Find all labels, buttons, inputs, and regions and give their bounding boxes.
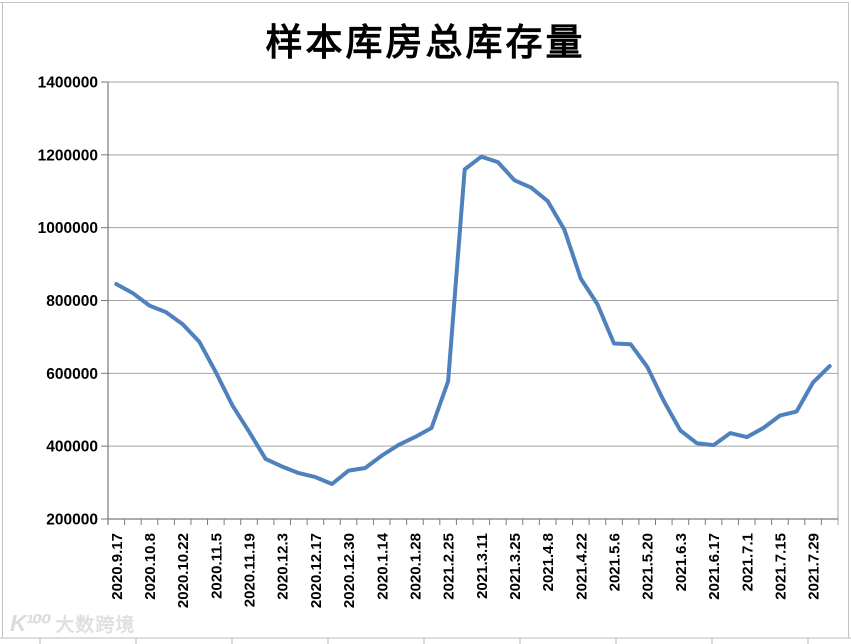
x-axis-label: 2020.12.30 xyxy=(341,533,358,608)
watermark-logo-icon: K¹⁰⁰ xyxy=(10,609,51,636)
y-axis-label: 1000000 xyxy=(38,220,98,237)
x-axis-label: 2020.1.14 xyxy=(374,532,391,599)
x-axis-label: 2021.3.11 xyxy=(474,533,491,599)
x-axis-label: 2021.6.17 xyxy=(706,533,723,600)
chart-border-top xyxy=(0,2,849,3)
x-axis-label: 2020.12.17 xyxy=(308,533,325,608)
x-axis-label: 2020.11.5 xyxy=(208,533,225,599)
chart-border-left xyxy=(2,2,3,638)
y-axis-label: 600000 xyxy=(46,366,98,383)
y-axis-label: 1200000 xyxy=(38,147,98,164)
y-axis-label: 1400000 xyxy=(38,75,98,92)
x-axis-label: 2020.10.8 xyxy=(142,533,159,600)
x-axis-label: 2020.10.22 xyxy=(175,533,192,608)
x-axis-label: 2021.5.6 xyxy=(607,533,624,591)
x-axis-label: 2021.2.25 xyxy=(441,533,458,600)
y-axis-label: 200000 xyxy=(46,512,98,529)
y-axis-label: 800000 xyxy=(46,293,98,310)
x-axis-label: 2021.3.25 xyxy=(507,533,524,600)
x-axis-label: 2020.11.19 xyxy=(242,533,259,607)
watermark-text: 大数跨境 xyxy=(55,614,136,636)
x-axis-label: 2020.12.3 xyxy=(275,533,292,600)
inventory-line xyxy=(114,154,832,486)
x-axis-label: 2021.4.8 xyxy=(540,533,557,591)
x-axis-label: 2020.9.17 xyxy=(109,533,126,600)
x-axis-label: 2020.1.28 xyxy=(407,533,424,600)
x-axis-label: 2021.6.3 xyxy=(673,533,690,591)
x-axis-label: 2021.7.1 xyxy=(739,533,756,591)
chart-title: 样本库房总库存量 xyxy=(265,23,586,64)
y-axis-label: 400000 xyxy=(46,439,98,456)
watermark: K¹⁰⁰ 大数跨境 xyxy=(10,608,135,638)
chart-border-right xyxy=(848,2,849,638)
x-axis-label: 2021.5.20 xyxy=(640,533,657,600)
x-axis-label: 2021.7.15 xyxy=(772,533,789,600)
x-axis-label: 2021.7.29 xyxy=(806,533,823,600)
x-axis-label: 2021.4.22 xyxy=(573,533,590,600)
